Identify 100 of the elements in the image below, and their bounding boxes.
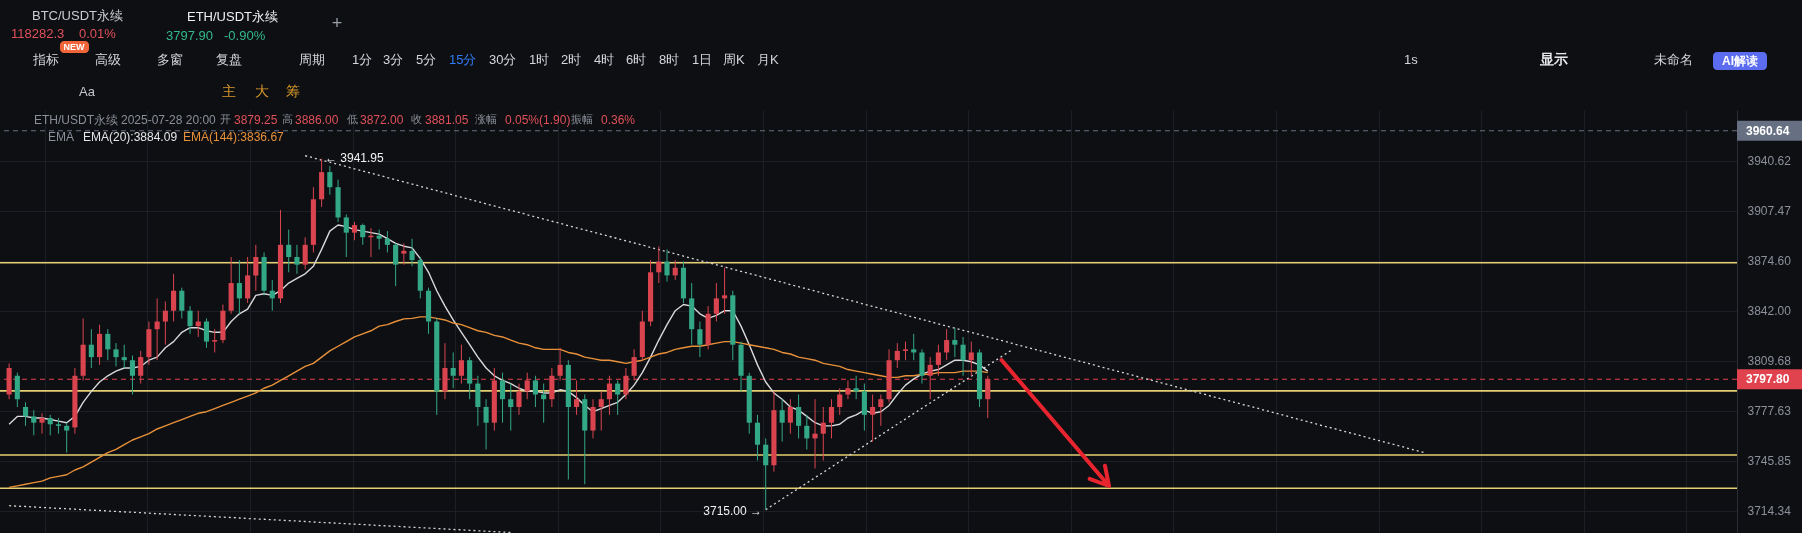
candlestick <box>212 328 218 353</box>
candlestick <box>837 387 843 416</box>
ref-line-label: 3797.80 <box>1746 372 1790 387</box>
candlestick <box>870 394 876 443</box>
candlestick <box>294 244 300 275</box>
text: Aa <box>79 84 96 99</box>
candlestick <box>88 328 94 369</box>
candlestick <box>351 221 358 241</box>
candlestick <box>796 394 802 439</box>
candlestick <box>894 342 900 369</box>
text: 3分 <box>383 52 404 67</box>
annotation: EMA <box>48 130 75 144</box>
candlestick <box>508 383 514 432</box>
text: + <box>331 13 343 33</box>
text: 0.01% <box>79 26 117 41</box>
text: 主 <box>222 83 236 99</box>
candlestick <box>960 336 966 377</box>
candlestick <box>450 351 456 389</box>
annotation: 涨幅 <box>475 113 497 125</box>
candlestick <box>269 279 275 312</box>
line-series <box>304 155 1425 454</box>
text: 2时 <box>561 52 582 67</box>
candlestick <box>812 398 818 469</box>
candlestick <box>327 165 333 196</box>
candlestick <box>105 328 111 361</box>
candlestick <box>935 344 941 377</box>
candlestick <box>97 324 103 366</box>
candlestick <box>820 406 826 461</box>
candlestick <box>14 372 20 408</box>
candlestick <box>516 383 522 416</box>
candlestick <box>590 398 596 439</box>
candlestick <box>171 273 177 322</box>
text: 5分 <box>416 52 437 67</box>
candlestick <box>467 356 473 400</box>
candlestick <box>302 236 308 270</box>
candlestick <box>179 287 185 319</box>
text: 1分 <box>352 52 373 67</box>
text: 筹 <box>286 83 300 99</box>
text: 1日 <box>692 52 713 67</box>
y-tick-label: 3809.68 <box>1747 354 1792 369</box>
annotation: 3872.00 <box>360 113 404 127</box>
annotation: 3879.25 <box>234 113 278 127</box>
text: 1s <box>1404 52 1419 67</box>
line-series <box>8 505 512 533</box>
candlestick <box>911 333 917 361</box>
candlestick <box>23 401 29 427</box>
annotation: 0.05%(1.90) <box>505 113 571 127</box>
candlestick <box>902 341 909 361</box>
ref-line-label: 3960.64 <box>1746 123 1790 138</box>
annotation: 3715.00 → <box>703 504 762 518</box>
candlestick <box>532 375 538 408</box>
text: 30分 <box>489 52 517 67</box>
text: AI解读 <box>1722 54 1758 68</box>
text: 15分 <box>449 52 477 67</box>
candlestick <box>286 229 292 273</box>
candlestick <box>113 342 119 367</box>
text: 8时 <box>659 52 680 67</box>
line-series <box>8 316 989 489</box>
candlestick <box>985 375 991 419</box>
text: -0.90% <box>224 28 266 43</box>
annotation: 2025-07-28 20:00 <box>121 113 217 127</box>
candlestick <box>129 355 136 395</box>
candlestick <box>499 372 506 424</box>
text: 4时 <box>594 52 615 67</box>
candlestick <box>845 379 851 400</box>
annotation: ← 3941.95 <box>325 151 385 165</box>
candlestick <box>763 437 769 511</box>
annotation: 振幅 <box>571 113 593 125</box>
annotation: ETH/USDT永续 <box>34 113 118 127</box>
text: 多窗 <box>157 52 183 67</box>
text: 周期 <box>299 52 325 67</box>
y-tick-label: 3874.60 <box>1747 254 1792 269</box>
candlestick <box>779 398 785 443</box>
text: 118282.3 <box>11 26 65 41</box>
candlestick <box>483 398 489 450</box>
candlestick <box>203 317 210 349</box>
candlestick <box>376 229 382 250</box>
candlestick <box>853 375 859 400</box>
candlestick <box>401 242 407 266</box>
candlestick <box>968 341 974 377</box>
text: 指标 <box>32 52 59 67</box>
y-tick-label: 3940.62 <box>1747 154 1792 169</box>
annotation: 0.36% <box>601 113 636 127</box>
text: 显示 <box>1539 51 1568 67</box>
candlestick <box>360 223 366 246</box>
candlestick <box>878 394 884 427</box>
text: BTC/USDT永续 <box>32 8 123 23</box>
annotation: EMA(20):3884.09 <box>83 130 178 144</box>
text: 高级 <box>95 52 121 67</box>
candlestick <box>713 282 719 322</box>
candlestick <box>804 414 810 450</box>
y-tick-label: 3714.34 <box>1747 504 1792 519</box>
candlestick <box>722 267 728 315</box>
candlestick <box>187 305 193 335</box>
candlestick <box>754 414 761 461</box>
text: ETH/USDT永续 <box>187 9 278 24</box>
candlestick <box>393 242 399 287</box>
text: 3797.90 <box>166 28 213 43</box>
candlestick <box>409 238 415 267</box>
candlestick <box>162 300 168 346</box>
